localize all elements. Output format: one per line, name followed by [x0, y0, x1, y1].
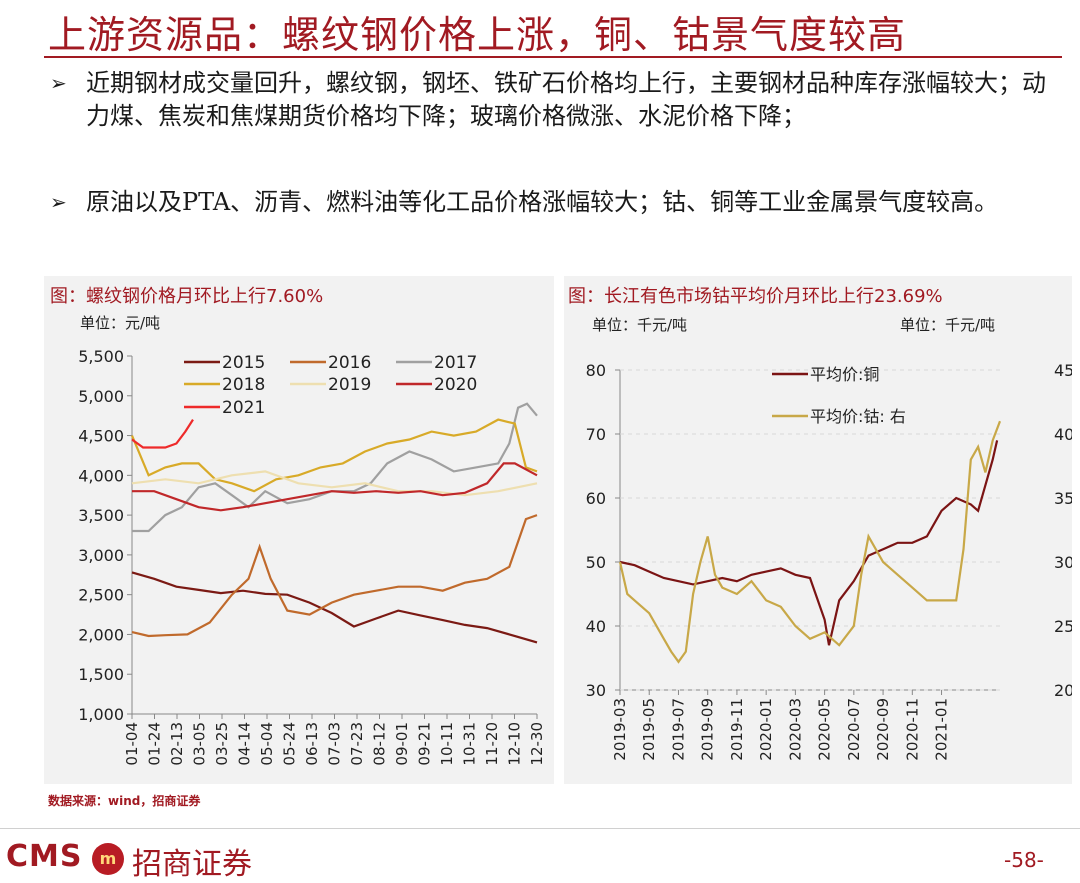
rebar-x-tick-label: 05-24	[281, 722, 299, 766]
rebar-legend-label: 2017	[434, 353, 477, 373]
cobalt-chart-title: 图：长江有色市场钴平均价月环比上行23.69%	[568, 286, 943, 307]
rebar-x-tick-label: 06-13	[303, 722, 321, 766]
rebar-x-tick-label: 03-25	[213, 722, 231, 766]
rebar-x-tick-label: 10-11	[438, 722, 456, 766]
cobalt-price-series	[618, 420, 1002, 664]
data-source-note: 数据来源：wind，招商证券	[48, 794, 201, 808]
rebar-x-tick-label: 01-04	[123, 722, 141, 766]
footer-divider	[0, 828, 1080, 829]
page-number: -58-	[1004, 848, 1044, 872]
rebar-y-tick-label: 5,000	[78, 387, 124, 406]
cobalt-x-tick-label: 2020-05	[816, 698, 834, 761]
arrow-bullet-icon: ➢	[50, 71, 67, 95]
rebar-x-tick-label: 07-03	[326, 722, 344, 766]
rebar-series-2018	[130, 418, 538, 493]
rebar-legend-label: 2020	[434, 375, 477, 395]
cobalt-x-tick-label: 2019-05	[640, 698, 658, 761]
title-divider	[44, 56, 1062, 58]
cobalt-left-tick-label: 30	[586, 681, 606, 700]
rebar-series-2016	[131, 514, 538, 638]
rebar-x-tick-label: 10-31	[461, 722, 479, 766]
cobalt-left-tick-label: 80	[586, 361, 606, 380]
bullet-2: ➢ 原油以及PTA、沥青、燃料油等化工品价格涨幅较大；钴、铜等工业金属景气度较高…	[50, 186, 1046, 219]
cobalt-left-tick-label: 50	[586, 553, 606, 572]
rebar-x-tick-label: 08-12	[371, 722, 389, 766]
cobalt-left-tick-label: 70	[586, 425, 606, 444]
cobalt-right-tick-label: 300	[1054, 553, 1072, 572]
rebar-x-tick-label: 12-30	[528, 722, 546, 766]
cobalt-chart-unit-left: 单位：千元/吨	[592, 316, 688, 334]
rebar-series-2021	[131, 419, 194, 449]
rebar-series-2015	[131, 571, 538, 644]
rebar-y-tick-label: 3,000	[78, 546, 124, 565]
cobalt-x-tick-label: 2020-09	[874, 698, 892, 761]
cobalt-right-tick-label: 250	[1054, 617, 1072, 636]
cobalt-x-tick-label: 2019-09	[699, 698, 717, 761]
cms-logo-badge-icon: m	[92, 843, 124, 875]
rebar-x-tick-label: 07-23	[348, 722, 366, 766]
rebar-x-tick-label: 02-13	[168, 722, 186, 766]
rebar-legend-label: 2018	[222, 375, 265, 395]
cobalt-copper-chart: 80 70 60 50 40 30 450 400 350 300 250 200 2019-03 20…	[586, 361, 1072, 761]
cobalt-x-tick-label: 2021-01	[933, 698, 951, 761]
rebar-price-chart: 5,500 5,000 4,500 4,000 3,500 3,000 2,500 2,000…	[78, 347, 546, 766]
rebar-x-tick-label: 03-05	[191, 722, 209, 766]
rebar-x-tick-label: 04-14	[236, 722, 254, 766]
cobalt-right-tick-label: 350	[1054, 489, 1072, 508]
copper-price-series	[619, 440, 999, 646]
rebar-x-tick-label: 09-21	[416, 722, 434, 766]
rebar-y-tick-label: 3,500	[78, 506, 124, 525]
bullet-2-text: 原油以及PTA、沥青、燃料油等化工品价格涨幅较大；钴、铜等工业金属景气度较高。	[86, 188, 999, 216]
cobalt-left-tick-label: 60	[586, 489, 606, 508]
cobalt-legend-label: 平均价:钴: 右	[810, 407, 906, 426]
cobalt-chart-unit-right: 单位：千元/吨	[900, 316, 996, 334]
rebar-y-tick-label: 2,000	[78, 625, 124, 644]
bullet-1-text: 近期钢材成交量回升，螺纹钢，钢坯、铁矿石价格均上行，主要钢材品种库存涨幅较大；动…	[86, 69, 1046, 130]
rebar-y-tick-label: 5,500	[78, 347, 124, 366]
rebar-x-tick-label: 09-01	[393, 722, 411, 766]
slide-title: 上游资源品：螺纹钢价格上涨，铜、钴景气度较高	[48, 13, 907, 57]
rebar-legend-label: 2015	[222, 353, 265, 373]
cobalt-chart-panel: 图：长江有色市场钴平均价月环比上行23.69% 单位：千元/吨 单位：千元/吨 …	[564, 276, 1072, 784]
rebar-series-2020	[132, 462, 538, 512]
cobalt-x-tick-label: 2020-07	[845, 698, 863, 761]
rebar-series-2017	[132, 402, 538, 533]
rebar-y-tick-label: 2,500	[78, 586, 124, 605]
cobalt-x-tick-label: 2020-03	[786, 698, 804, 761]
cms-logo-text: CMS	[6, 839, 83, 874]
rebar-x-tick-label: 11-20	[483, 722, 501, 766]
rebar-y-tick-label: 1,500	[78, 665, 124, 684]
rebar-x-tick-label: 05-04	[258, 722, 276, 766]
cobalt-left-tick-label: 40	[586, 617, 606, 636]
rebar-y-tick-label: 4,000	[78, 466, 124, 485]
cobalt-x-tick-label: 2019-03	[611, 698, 629, 761]
rebar-x-tick-label: 01-24	[146, 722, 164, 766]
cobalt-x-tick-label: 2020-11	[903, 698, 921, 761]
cobalt-right-tick-label: 450	[1054, 361, 1072, 380]
rebar-x-tick-label: 12-10	[506, 722, 524, 766]
cobalt-right-tick-label: 200	[1054, 681, 1072, 700]
arrow-bullet-icon: ➢	[50, 190, 67, 214]
rebar-chart-unit: 单位：元/吨	[80, 314, 161, 332]
rebar-chart-title: 图：螺纹钢价格月环比上行7.60%	[50, 286, 324, 307]
rebar-legend-label: 2021	[222, 398, 265, 418]
cobalt-x-tick-label: 2019-07	[669, 698, 687, 761]
rebar-legend-label: 2019	[328, 375, 371, 395]
cobalt-legend-label: 平均价:铜	[810, 365, 879, 384]
rebar-chart-panel: 图：螺纹钢价格月环比上行7.60% 单位：元/吨 5,500 5,000 4,500…	[44, 276, 554, 784]
cobalt-x-tick-label: 2020-01	[757, 698, 775, 761]
rebar-y-tick-label: 1,000	[78, 705, 124, 724]
company-name-logo: 招商证券	[132, 847, 252, 882]
rebar-y-tick-label: 4,500	[78, 427, 124, 446]
rebar-legend-label: 2016	[328, 353, 371, 373]
cobalt-right-tick-label: 400	[1054, 425, 1072, 444]
bullet-1: ➢ 近期钢材成交量回升，螺纹钢，钢坯、铁矿石价格均上行，主要钢材品种库存涨幅较大…	[50, 67, 1046, 133]
cobalt-x-tick-label: 2019-11	[728, 698, 746, 761]
rebar-series-2019	[131, 470, 538, 497]
